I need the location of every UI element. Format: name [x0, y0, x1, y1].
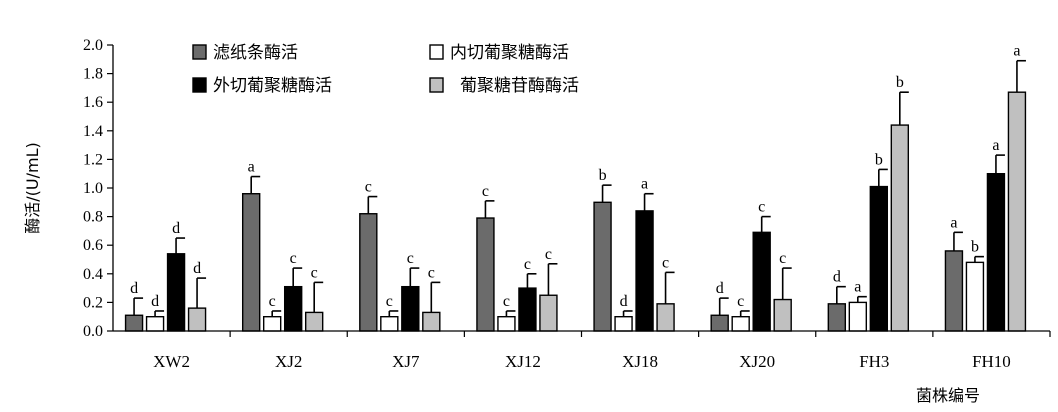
- legend-entry: 外切葡聚糖酶活: [213, 76, 332, 96]
- y-axis-title: 酶活/(U/mL): [23, 142, 42, 233]
- bar: [187, 307, 207, 332]
- bar: [614, 316, 633, 332]
- bar: [518, 287, 537, 332]
- y-tick-label: 0.4: [83, 266, 103, 283]
- bar: [241, 193, 261, 332]
- bar: [773, 298, 792, 332]
- bar: [731, 316, 750, 332]
- x-tick-label: XJ20: [739, 352, 775, 371]
- y-tick-label: 1.8: [83, 66, 103, 83]
- y-tick-label: 0.2: [83, 294, 103, 311]
- bar: [422, 311, 441, 332]
- significance-label: a: [950, 214, 957, 231]
- x-tick-label: XJ2: [275, 352, 302, 371]
- significance-label: b: [875, 151, 883, 168]
- significance-label: c: [524, 256, 531, 273]
- significance-label: c: [737, 293, 744, 310]
- bar: [710, 314, 729, 332]
- y-tick-label: 1.6: [83, 94, 103, 111]
- bar: [965, 261, 985, 332]
- significance-label: b: [896, 74, 904, 91]
- bar: [890, 124, 910, 332]
- x-tick-label: FH3: [859, 352, 889, 371]
- significance-label: c: [365, 179, 372, 196]
- bar: [944, 250, 964, 332]
- bar: [145, 316, 165, 332]
- significance-label: d: [716, 280, 724, 297]
- bar: [869, 185, 889, 332]
- significance-label: c: [428, 264, 435, 281]
- bar: [359, 213, 378, 332]
- bar: [262, 316, 282, 332]
- bar: [752, 231, 771, 332]
- y-tick-label: 2.0: [83, 37, 103, 54]
- significance-label: c: [386, 293, 393, 310]
- bar: [380, 316, 399, 332]
- x-tick-label: XJ12: [505, 352, 541, 371]
- significance-label: d: [151, 293, 159, 310]
- x-tick-label: XJ18: [622, 352, 658, 371]
- significance-label: d: [130, 280, 138, 297]
- significance-label: c: [662, 254, 669, 271]
- bar: [283, 285, 303, 332]
- legend-entry: 葡聚糖苷酶酶活: [460, 76, 579, 96]
- bar: [304, 311, 324, 332]
- y-tick-label: 0.8: [83, 209, 103, 226]
- y-tick-label: 1.0: [83, 180, 103, 197]
- significance-label: d: [620, 293, 628, 310]
- significance-label: a: [248, 159, 255, 176]
- bar: [656, 303, 675, 332]
- legend-swatch: [429, 44, 444, 60]
- significance-label: c: [290, 250, 297, 267]
- bar: [593, 201, 612, 332]
- significance-label: c: [779, 250, 786, 267]
- bar: [635, 210, 654, 332]
- significance-label: c: [545, 246, 552, 263]
- bar: [166, 253, 186, 332]
- significance-label: c: [311, 264, 318, 281]
- legend-swatch: [429, 77, 444, 93]
- significance-label: c: [482, 183, 489, 200]
- legend-entry: 内切葡聚糖酶活: [450, 43, 569, 63]
- bar: [539, 294, 558, 332]
- bar: [476, 217, 495, 332]
- legend-entry: 滤纸条酶活: [213, 43, 298, 63]
- bar: [497, 316, 516, 332]
- significance-label: c: [503, 293, 510, 310]
- x-tick-label: XW2: [153, 352, 190, 371]
- bar: [1007, 91, 1027, 332]
- x-tick-label: XJ7: [392, 352, 420, 371]
- significance-label: c: [758, 199, 765, 216]
- significance-label: c: [407, 250, 414, 267]
- significance-label: b: [971, 239, 979, 256]
- bar: [401, 285, 420, 332]
- significance-label: a: [992, 137, 999, 154]
- significance-label: d: [172, 220, 180, 237]
- bar: [986, 172, 1006, 332]
- axes-layer: 0.0 0.2 0.4 0.6 0.8 1.0 1.2 1.4 1.6 1.8 2.0 XW2 XJ2 X…: [83, 37, 1051, 371]
- y-tick-label: 1.4: [83, 123, 103, 140]
- significance-label: d: [193, 260, 201, 277]
- significance-label: b: [599, 167, 607, 184]
- x-tick-label: FH10: [972, 352, 1011, 371]
- y-tick-label: 1.2: [83, 151, 103, 168]
- y-tick-label: 0.0: [83, 323, 103, 340]
- y-tick-label: 0.6: [83, 237, 103, 254]
- x-axis-title: 菌株编号: [916, 386, 980, 405]
- significance-label: d: [833, 269, 841, 286]
- bar: [848, 301, 868, 332]
- bar: [827, 303, 847, 332]
- bar: [124, 314, 144, 332]
- significance-label: a: [641, 176, 648, 193]
- legend-swatch: [192, 44, 207, 60]
- significance-label: a: [854, 279, 861, 296]
- significance-label: a: [1013, 43, 1020, 60]
- legend-swatch: [192, 77, 207, 93]
- significance-label: c: [269, 293, 276, 310]
